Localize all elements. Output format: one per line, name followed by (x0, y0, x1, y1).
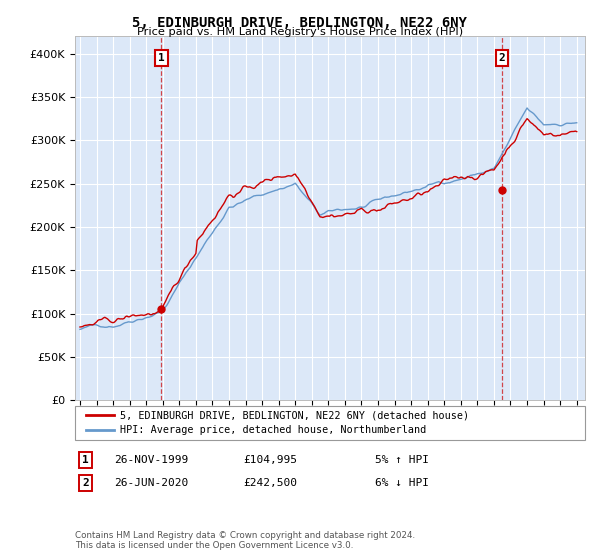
Text: £242,500: £242,500 (243, 478, 297, 488)
Text: 5% ↑ HPI: 5% ↑ HPI (375, 455, 429, 465)
Text: 2: 2 (82, 478, 89, 488)
Text: 1: 1 (158, 53, 165, 63)
Text: 26-JUN-2020: 26-JUN-2020 (114, 478, 188, 488)
Text: 5, EDINBURGH DRIVE, BEDLINGTON, NE22 6NY (detached house): 5, EDINBURGH DRIVE, BEDLINGTON, NE22 6NY… (120, 410, 469, 421)
Text: 5, EDINBURGH DRIVE, BEDLINGTON, NE22 6NY: 5, EDINBURGH DRIVE, BEDLINGTON, NE22 6NY (133, 16, 467, 30)
Text: 2: 2 (499, 53, 506, 63)
Text: £104,995: £104,995 (243, 455, 297, 465)
Text: HPI: Average price, detached house, Northumberland: HPI: Average price, detached house, Nort… (120, 425, 426, 435)
Text: 6% ↓ HPI: 6% ↓ HPI (375, 478, 429, 488)
Text: Contains HM Land Registry data © Crown copyright and database right 2024.
This d: Contains HM Land Registry data © Crown c… (75, 531, 415, 550)
Text: Price paid vs. HM Land Registry's House Price Index (HPI): Price paid vs. HM Land Registry's House … (137, 27, 463, 38)
Text: 1: 1 (82, 455, 89, 465)
Text: 26-NOV-1999: 26-NOV-1999 (114, 455, 188, 465)
